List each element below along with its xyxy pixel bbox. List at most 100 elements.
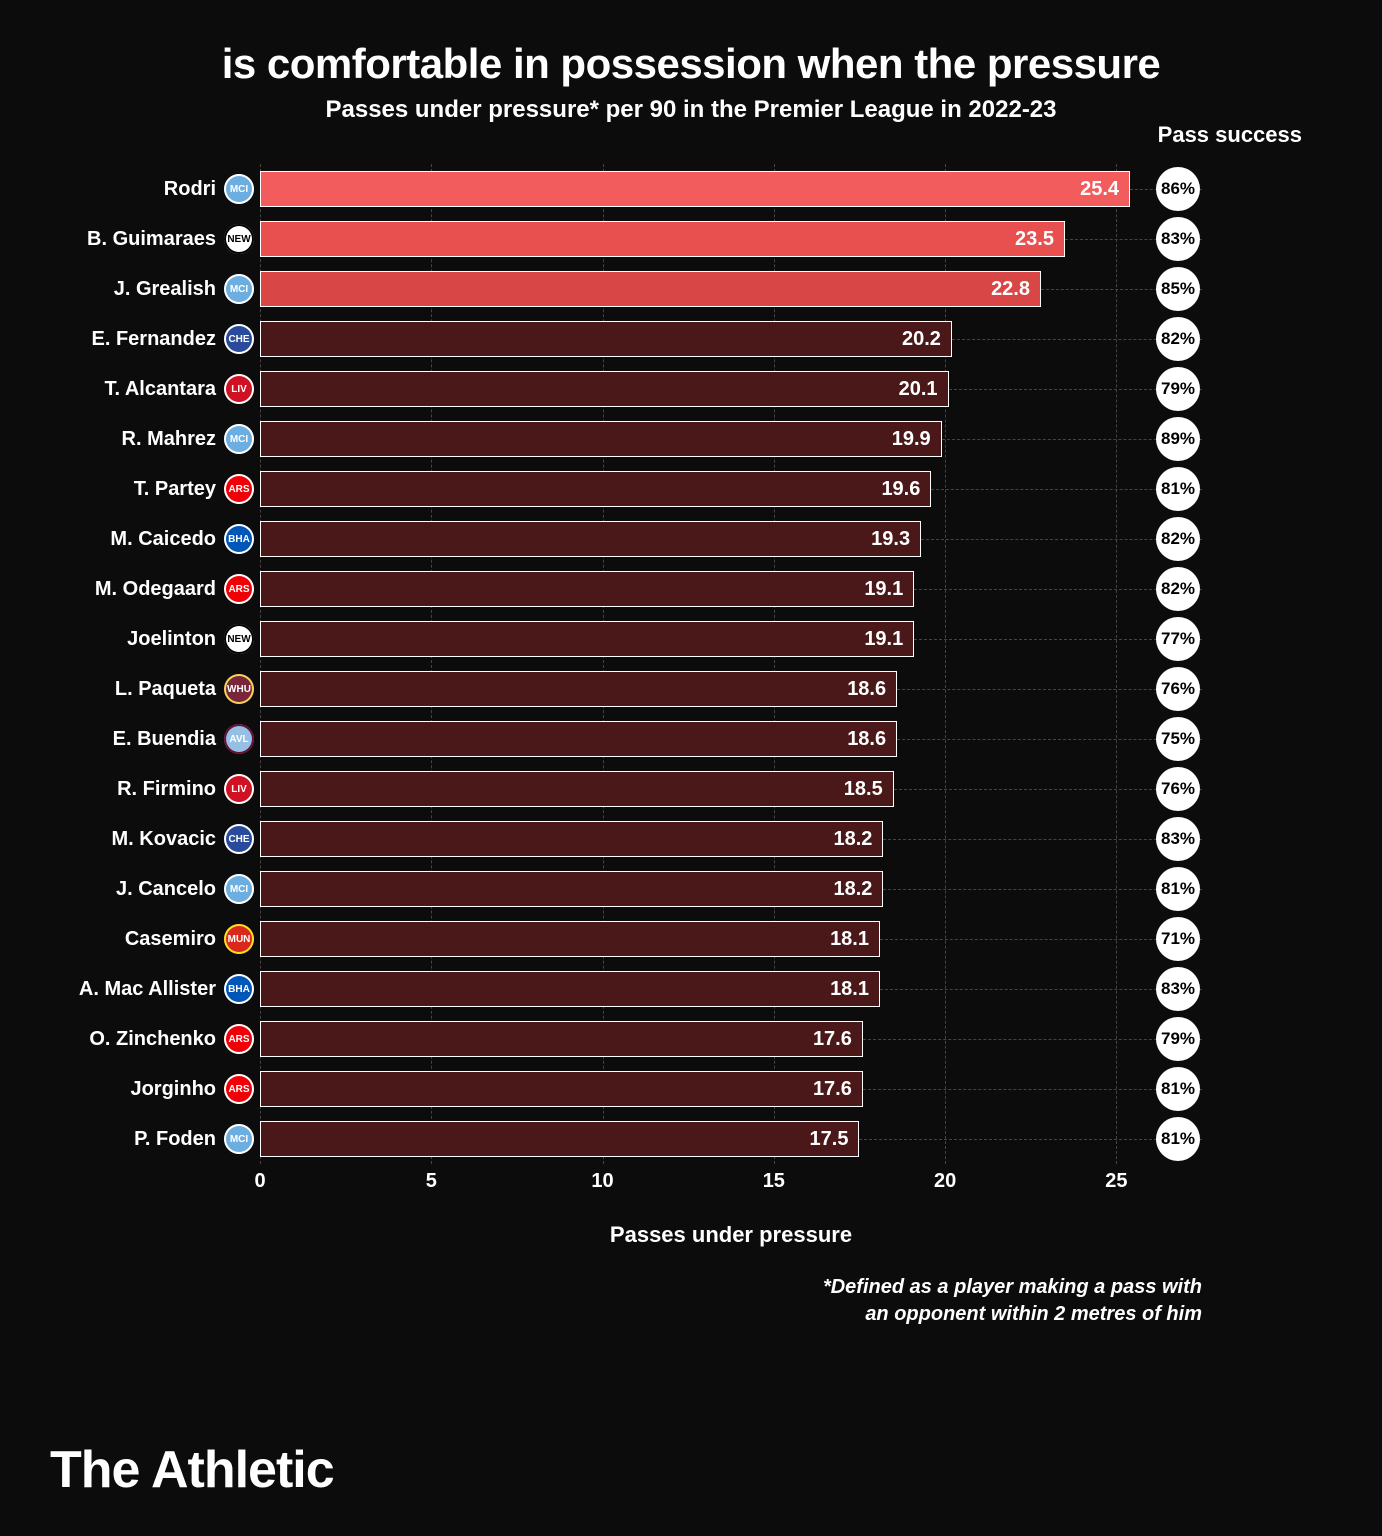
player-row: P. FodenMCI17.581% [260,1114,1202,1164]
club-badge-icon: BHA [224,974,254,1004]
pass-success-badge: 89% [1156,417,1200,461]
club-badge-icon: LIV [224,374,254,404]
player-row: T. AlcantaraLIV20.179% [260,364,1202,414]
value-bar: 19.1 [260,621,914,657]
value-bar: 23.5 [260,221,1065,257]
value-bar: 19.3 [260,521,921,557]
plot-area: RodriMCI25.486%B. GuimaraesNEW23.583%J. … [260,164,1202,1164]
player-row: JorginhoARS17.681% [260,1064,1202,1114]
chart-container: Pass success RodriMCI25.486%B. Guimaraes… [260,164,1202,1328]
brand-logo: The Athletic [50,1440,334,1500]
club-badge-icon: MCI [224,424,254,454]
club-badge-icon: MUN [224,924,254,954]
x-axis-ticks: 0510152025 [260,1170,1202,1210]
pass-success-badge: 76% [1156,667,1200,711]
value-bar: 18.1 [260,971,880,1007]
pass-success-badge: 71% [1156,917,1200,961]
value-bar: 19.1 [260,571,914,607]
x-tick-label: 20 [934,1170,956,1193]
club-badge-icon: ARS [224,574,254,604]
value-bar: 18.2 [260,821,883,857]
pass-success-badge: 79% [1156,1017,1200,1061]
value-bar: 17.6 [260,1021,863,1057]
pass-success-badge: 83% [1156,967,1200,1011]
player-row: E. FernandezCHE20.282% [260,314,1202,364]
pass-success-badge: 81% [1156,1067,1200,1111]
value-bar: 25.4 [260,171,1130,207]
player-row: J. CanceloMCI18.281% [260,864,1202,914]
value-bar: 22.8 [260,271,1041,307]
chart-title: is comfortable in possession when the pr… [60,40,1322,88]
club-badge-icon: ARS [224,1024,254,1054]
value-bar: 17.6 [260,1071,863,1107]
player-row: E. BuendiaAVL18.675% [260,714,1202,764]
value-bar: 18.1 [260,921,880,957]
x-tick-label: 10 [591,1170,613,1193]
player-row: A. Mac AllisterBHA18.183% [260,964,1202,1014]
player-row: L. PaquetaWHU18.676% [260,664,1202,714]
player-row: O. ZinchenkoARS17.679% [260,1014,1202,1064]
pass-success-badge: 81% [1156,467,1200,511]
player-row: RodriMCI25.486% [260,164,1202,214]
player-row: T. ParteyARS19.681% [260,464,1202,514]
pass-success-badge: 75% [1156,717,1200,761]
value-bar: 18.6 [260,721,897,757]
club-badge-icon: CHE [224,324,254,354]
pass-success-badge: 86% [1156,167,1200,211]
club-badge-icon: LIV [224,774,254,804]
value-bar: 18.2 [260,871,883,907]
player-row: M. CaicedoBHA19.382% [260,514,1202,564]
club-badge-icon: NEW [224,624,254,654]
value-bar: 19.9 [260,421,942,457]
pass-success-badge: 81% [1156,1117,1200,1161]
pass-success-badge: 82% [1156,517,1200,561]
row-grid-extension [863,1039,1202,1040]
value-bar: 18.6 [260,671,897,707]
player-row: B. GuimaraesNEW23.583% [260,214,1202,264]
pass-success-badge: 83% [1156,817,1200,861]
row-grid-extension [883,839,1202,840]
club-badge-icon: ARS [224,1074,254,1104]
player-row: JoelintonNEW19.177% [260,614,1202,664]
x-axis-label: Passes under pressure [260,1222,1202,1248]
row-grid-extension [863,1089,1202,1090]
row-grid-extension [859,1139,1202,1140]
value-bar: 18.5 [260,771,894,807]
pass-success-badge: 77% [1156,617,1200,661]
club-badge-icon: BHA [224,524,254,554]
footnote-line-2: an opponent within 2 metres of him [865,1303,1202,1325]
pass-success-badge: 85% [1156,267,1200,311]
row-grid-extension [880,939,1202,940]
value-bar: 17.5 [260,1121,859,1157]
player-row: J. GrealishMCI22.885% [260,264,1202,314]
row-grid-extension [883,889,1202,890]
x-tick-label: 0 [254,1170,265,1193]
row-grid-extension [880,989,1202,990]
player-row: M. KovacicCHE18.283% [260,814,1202,864]
pass-success-badge: 83% [1156,217,1200,261]
club-badge-icon: MCI [224,174,254,204]
x-tick-label: 5 [426,1170,437,1193]
pass-success-badge: 82% [1156,317,1200,361]
player-row: M. OdegaardARS19.182% [260,564,1202,614]
club-badge-icon: ARS [224,474,254,504]
player-row: R. MahrezMCI19.989% [260,414,1202,464]
footnote: *Defined as a player making a pass with … [260,1274,1202,1328]
pass-success-badge: 79% [1156,367,1200,411]
club-badge-icon: MCI [224,1124,254,1154]
club-badge-icon: WHU [224,674,254,704]
value-bar: 20.1 [260,371,949,407]
pass-success-badge: 82% [1156,567,1200,611]
pass-success-badge: 81% [1156,867,1200,911]
x-tick-label: 25 [1105,1170,1127,1193]
pass-success-badge: 76% [1156,767,1200,811]
value-bar: 20.2 [260,321,952,357]
club-badge-icon: AVL [224,724,254,754]
x-tick-label: 15 [763,1170,785,1193]
club-badge-icon: CHE [224,824,254,854]
footnote-line-1: *Defined as a player making a pass with [823,1276,1202,1298]
club-badge-icon: MCI [224,274,254,304]
player-row: R. FirminoLIV18.576% [260,764,1202,814]
club-badge-icon: MCI [224,874,254,904]
pass-success-header: Pass success [1158,122,1302,148]
